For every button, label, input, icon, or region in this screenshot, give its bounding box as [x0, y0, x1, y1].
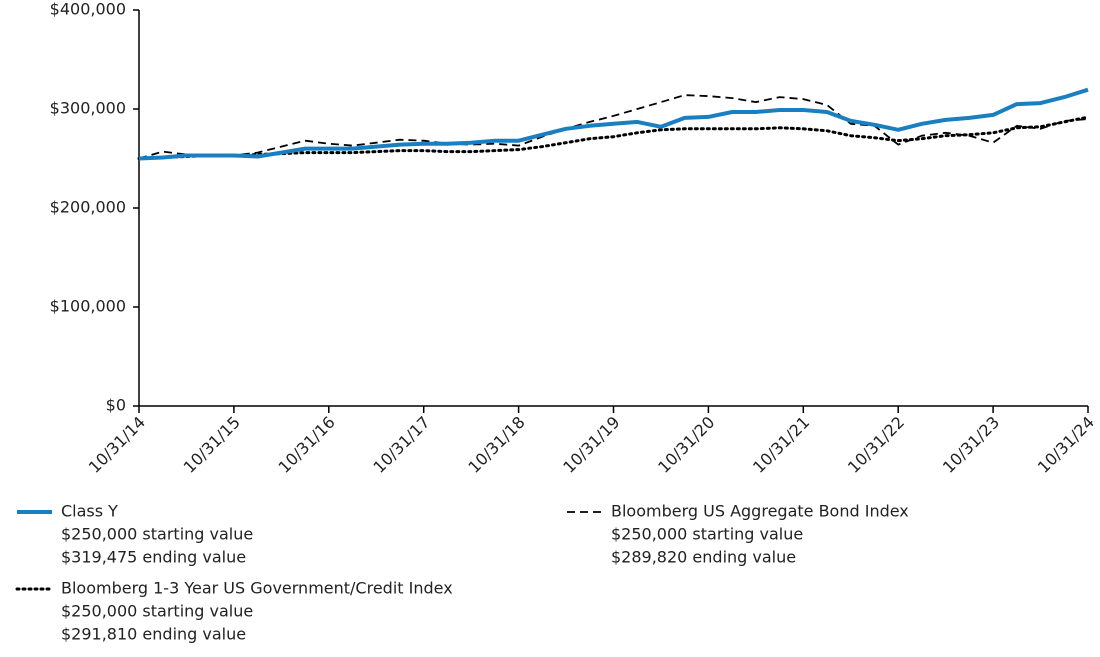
- y-tick-label: $0: [106, 396, 126, 415]
- x-tick-label: 10/31/15: [180, 413, 244, 477]
- legend-detail: $291,810 ending value: [61, 625, 246, 644]
- x-tick-label: 10/31/22: [844, 413, 908, 477]
- series-line: [137, 115, 1090, 160]
- legend-label: Bloomberg 1-3 Year US Government/Credit …: [61, 579, 453, 598]
- x-tick-label: 10/31/24: [1034, 413, 1098, 477]
- legend-label: Class Y: [61, 502, 118, 521]
- y-tick-label: $300,000: [50, 99, 126, 118]
- series-line: [138, 87, 1089, 161]
- y-tick-label: $200,000: [50, 198, 126, 217]
- x-tick-label: 10/31/20: [654, 413, 718, 477]
- legend-detail: $250,000 starting value: [61, 525, 253, 544]
- x-tick-label: 10/31/17: [369, 413, 433, 477]
- x-tick-label: 10/31/23: [939, 413, 1003, 477]
- legend-detail: $319,475 ending value: [61, 548, 246, 567]
- y-tick-label: $400,000: [50, 0, 126, 19]
- x-tick-label: 10/31/19: [559, 413, 623, 477]
- legend-detail: $250,000 starting value: [61, 602, 253, 621]
- legend-label: Bloomberg US Aggregate Bond Index: [611, 502, 909, 521]
- x-tick-label: 10/31/16: [275, 413, 339, 477]
- x-tick-label: 10/31/21: [749, 413, 813, 477]
- legend-detail: $289,820 ending value: [611, 548, 796, 567]
- series-line: [138, 94, 1089, 160]
- legend-detail: $250,000 starting value: [611, 525, 803, 544]
- x-tick-label: 10/31/18: [464, 413, 528, 477]
- x-tick-label: 10/31/14: [85, 413, 149, 477]
- y-tick-label: $100,000: [50, 297, 126, 316]
